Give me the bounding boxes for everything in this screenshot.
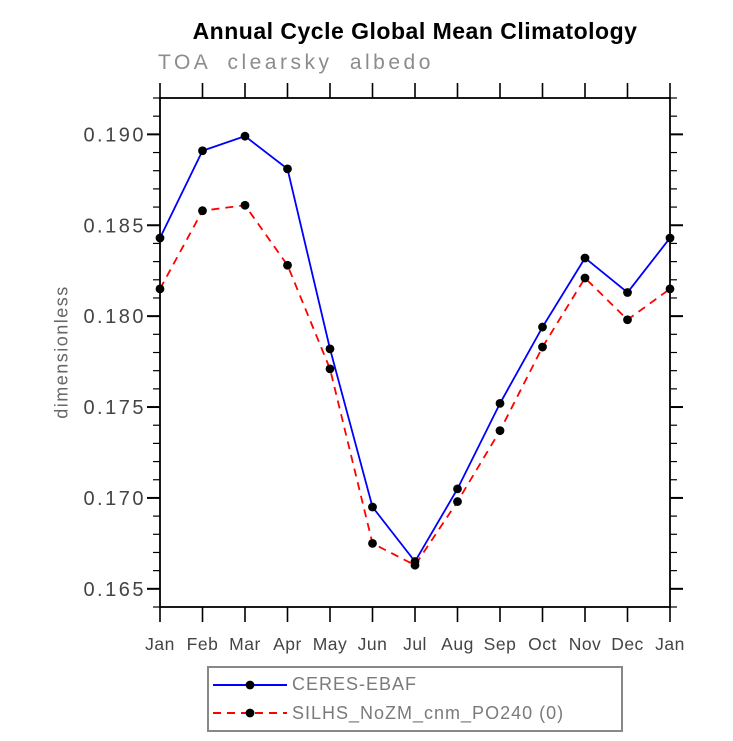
svg-text:Aug: Aug bbox=[441, 634, 474, 654]
svg-text:0.170: 0.170 bbox=[83, 488, 146, 510]
legend-line-sample-solid bbox=[213, 680, 287, 690]
chart-subtitle: TOA clearsky albedo bbox=[158, 51, 434, 74]
svg-text:Apr: Apr bbox=[273, 634, 302, 654]
svg-text:0.190: 0.190 bbox=[83, 124, 146, 146]
svg-text:0.165: 0.165 bbox=[83, 579, 146, 601]
svg-text:Mar: Mar bbox=[229, 634, 261, 654]
svg-text:Jul: Jul bbox=[403, 634, 427, 654]
svg-text:Jun: Jun bbox=[358, 634, 388, 654]
svg-text:Jan: Jan bbox=[655, 634, 685, 654]
legend-line-sample-dashed bbox=[213, 708, 287, 718]
svg-text:Jan: Jan bbox=[145, 634, 175, 654]
legend-item-ceres-ebaf: CERES-EBAF bbox=[212, 673, 621, 697]
legend-label-ceres-ebaf: CERES-EBAF bbox=[292, 674, 418, 695]
chart-title: Annual Cycle Global Mean Climatology bbox=[192, 18, 638, 44]
svg-text:Oct: Oct bbox=[528, 634, 557, 654]
svg-text:Dec: Dec bbox=[611, 634, 644, 654]
svg-text:Nov: Nov bbox=[569, 634, 602, 654]
legend-item-silhs: SILHS_NoZM_cnm_PO240 (0) bbox=[212, 701, 621, 725]
svg-text:0.175: 0.175 bbox=[83, 397, 146, 419]
svg-text:May: May bbox=[313, 634, 348, 654]
svg-text:Feb: Feb bbox=[187, 634, 219, 654]
svg-text:0.180: 0.180 bbox=[83, 306, 146, 328]
svg-text:0.185: 0.185 bbox=[83, 215, 146, 237]
legend-label-silhs: SILHS_NoZM_cnm_PO240 (0) bbox=[292, 702, 565, 723]
legend: CERES-EBAF SILHS_NoZM_cnm_PO240 (0) bbox=[207, 666, 623, 732]
svg-text:Sep: Sep bbox=[484, 634, 517, 654]
